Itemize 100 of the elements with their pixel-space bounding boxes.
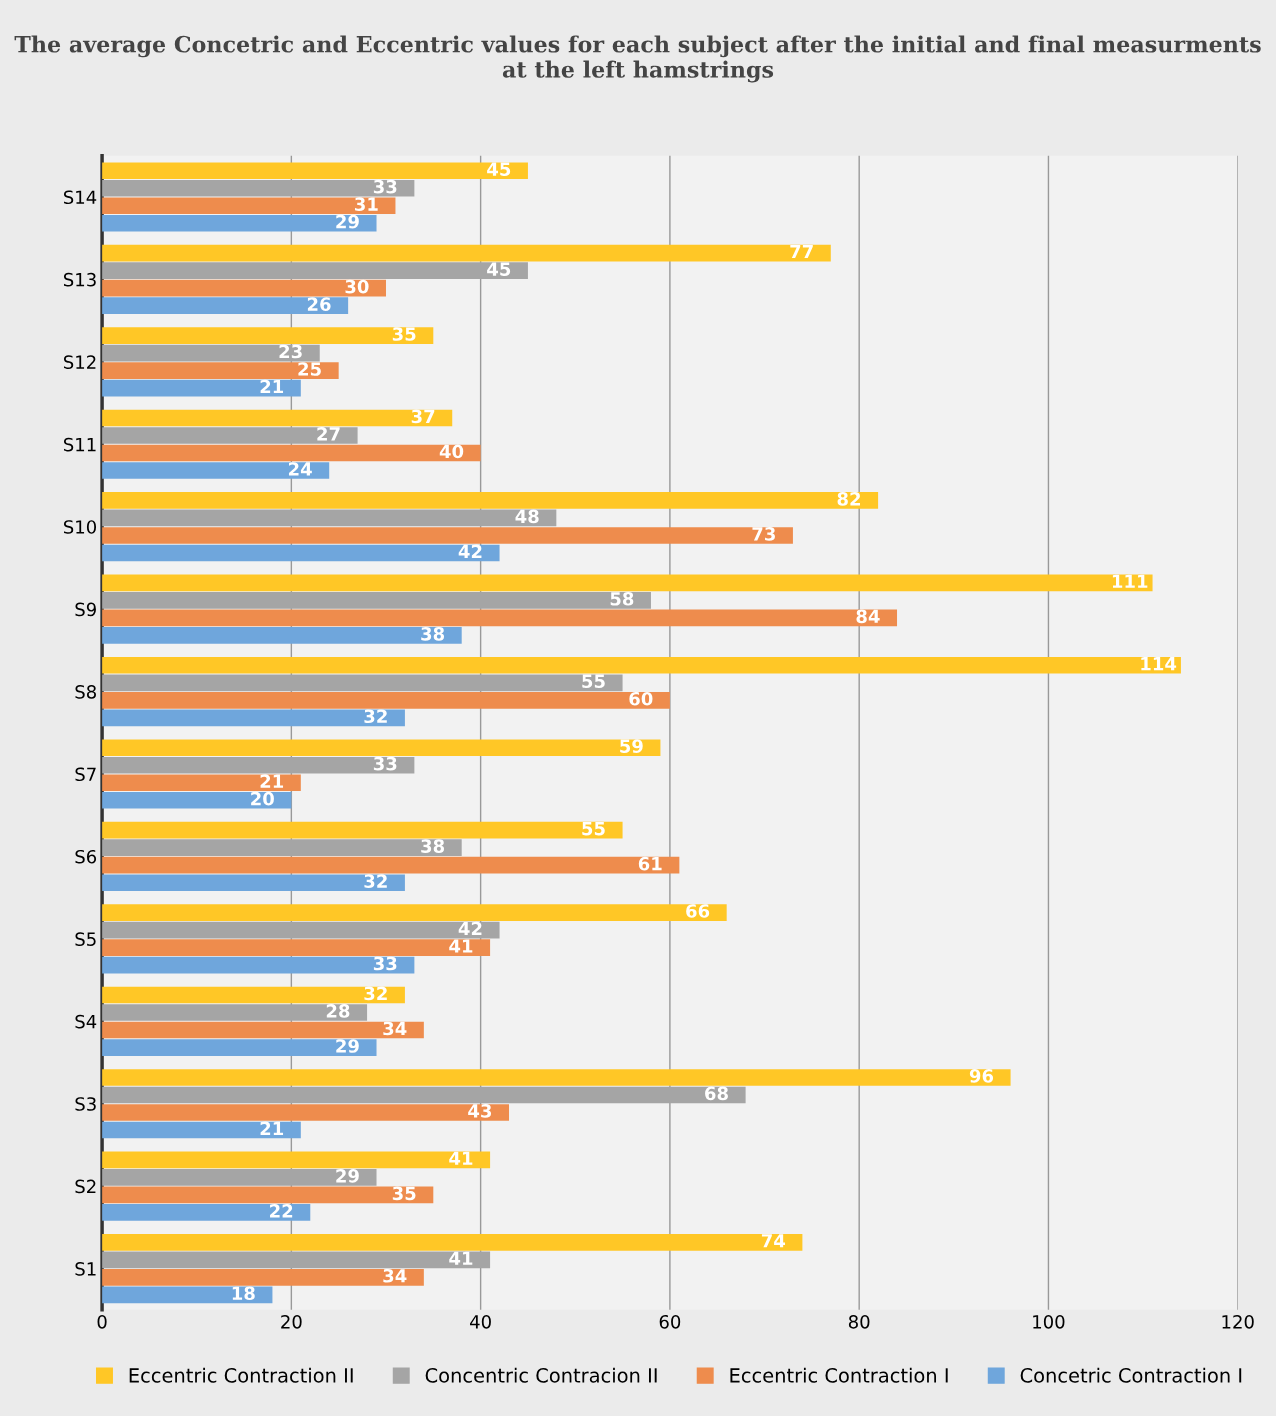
x-tick-label: 60 [659, 1314, 681, 1329]
bar [102, 627, 462, 644]
bar [102, 874, 405, 892]
y-tick-label: S4 [75, 1014, 97, 1029]
data-label: 22 [270, 1204, 293, 1218]
bar [102, 574, 1153, 592]
y-tick-label: S7 [75, 767, 96, 782]
x-tick-label: 80 [848, 1314, 870, 1329]
data-label: 114 [1141, 657, 1177, 671]
bar [102, 1204, 311, 1221]
data-label: 84 [856, 609, 880, 624]
y-tick-label: S2 [75, 1179, 96, 1194]
data-label: 58 [610, 591, 634, 606]
data-label: 32 [364, 986, 387, 1001]
data-label: 29 [336, 214, 359, 229]
data-label: 21 [260, 774, 284, 788]
legend-label: Concetric Contraction I [1020, 1367, 1242, 1383]
bar [102, 527, 793, 544]
bar [102, 544, 500, 562]
bar [102, 609, 898, 627]
bar [102, 709, 405, 727]
data-label: 42 [458, 921, 482, 936]
bar [102, 1069, 1011, 1086]
data-label: 111 [1112, 574, 1148, 588]
x-tick-label: 40 [470, 1314, 491, 1329]
data-label: 41 [449, 939, 473, 953]
data-label: 34 [383, 1021, 407, 1036]
bar [102, 279, 386, 297]
bar [102, 327, 434, 344]
bar [102, 214, 377, 232]
data-label: 60 [629, 691, 653, 706]
bar [102, 739, 661, 757]
data-label: 82 [837, 492, 860, 506]
bar [102, 444, 481, 462]
data-label: 31 [354, 197, 378, 211]
bar [102, 856, 680, 874]
data-label: 55 [582, 821, 605, 836]
data-label: 41 [449, 1151, 473, 1165]
data-label: 33 [373, 956, 397, 971]
bar [102, 774, 301, 792]
bar [102, 362, 339, 379]
bar [102, 244, 831, 262]
data-label: 27 [317, 427, 340, 441]
bar [102, 379, 301, 397]
data-label: 35 [392, 1186, 416, 1201]
y-tick-label: S6 [75, 849, 97, 864]
bar [102, 1121, 301, 1139]
bar [102, 692, 670, 709]
x-tick-label: 0 [97, 1314, 107, 1329]
y-tick-label: S3 [75, 1097, 96, 1111]
x-tick-label: 100 [1033, 1314, 1065, 1329]
bar [102, 1039, 377, 1056]
data-label: 42 [458, 544, 482, 558]
bar [102, 956, 415, 974]
data-label: 21 [260, 1121, 284, 1135]
y-tick-label: S9 [75, 602, 96, 617]
data-label: 61 [638, 856, 662, 871]
legend-label: Eccentric Contraction I [730, 1367, 948, 1383]
bar [102, 1021, 424, 1039]
data-label: 32 [364, 709, 387, 724]
data-label: 26 [307, 297, 331, 311]
y-tick-label: S12 [63, 355, 96, 369]
data-label: 18 [232, 1286, 255, 1301]
data-label: 21 [260, 379, 284, 394]
data-label: 48 [515, 509, 539, 524]
bar [102, 162, 528, 180]
data-label: 77 [790, 244, 813, 259]
bar [102, 1104, 510, 1121]
chart-title: The average Concetric and Eccentric values for each subject after the initial and final measurments at the left hamstrings [14, 35, 1261, 83]
data-label: 59 [620, 739, 643, 753]
data-label: 55 [582, 674, 605, 689]
bar [102, 904, 727, 921]
y-tick-label: S13 [63, 272, 96, 287]
bar [102, 821, 623, 839]
data-label: 74 [761, 1234, 786, 1248]
bar [102, 1186, 434, 1204]
data-label: 24 [288, 462, 312, 476]
bar [102, 1151, 491, 1169]
bar [102, 492, 879, 509]
bar [102, 939, 491, 956]
data-label: 68 [705, 1086, 728, 1101]
data-label: 34 [383, 1268, 407, 1283]
data-label: 29 [336, 1039, 359, 1053]
data-label: 25 [298, 362, 321, 376]
y-tick-label: S8 [75, 685, 96, 699]
y-tick-label: S1 [75, 1262, 96, 1276]
x-tick-label: 120 [1222, 1314, 1254, 1329]
bar [102, 656, 1181, 674]
y-tick-label: S14 [63, 190, 97, 205]
y-tick-label: S10 [63, 520, 97, 534]
data-label: 43 [468, 1104, 492, 1118]
data-label: 20 [251, 791, 274, 806]
data-label: 45 [487, 262, 511, 276]
data-label: 45 [487, 162, 511, 176]
data-label: 30 [345, 279, 369, 294]
data-label: 33 [373, 179, 397, 194]
y-tick-label: S11 [63, 437, 96, 452]
data-label: 35 [392, 327, 416, 341]
bar [102, 297, 349, 314]
bar [102, 197, 396, 215]
